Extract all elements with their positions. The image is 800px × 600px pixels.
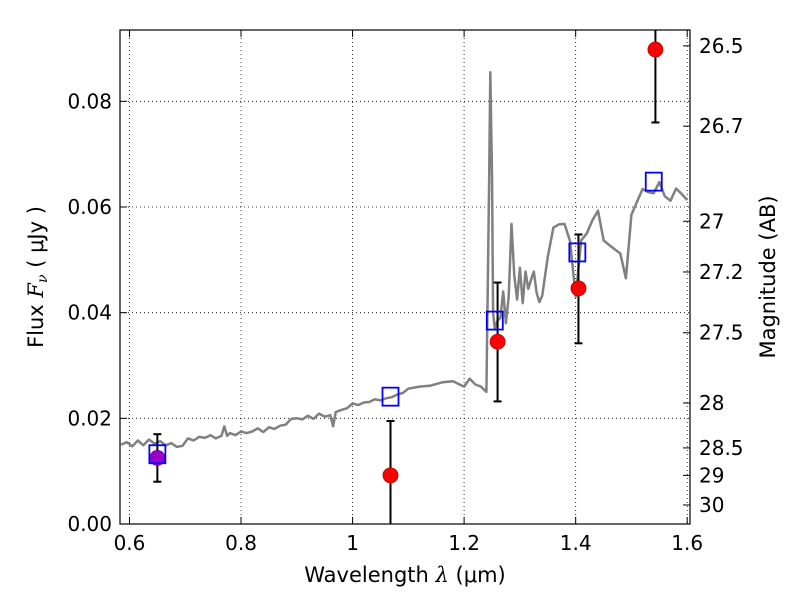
y2-tick-label: 30 <box>699 493 724 517</box>
tick-labels: 0.6 0.8 1 1.2 1.4 1.6 0.00 0.02 0.04 0.06 0.08 26.5… <box>67 34 743 555</box>
y2-tick-label: 28.5 <box>699 436 744 460</box>
y2-tick-label: 27 <box>699 209 724 233</box>
y-tick-label: 0.00 <box>67 512 112 536</box>
x-tick-label: 1 <box>346 531 359 555</box>
observed-point <box>570 280 587 297</box>
y2-tick-label: 27.2 <box>699 260 744 284</box>
x-tick-label: 1.2 <box>448 531 480 555</box>
spectrum-series <box>120 71 689 449</box>
plot-frame <box>119 29 691 525</box>
x-tick-label: 0.8 <box>225 531 257 555</box>
x-axis-label: Wavelength λ (μm) <box>304 563 505 587</box>
x-tick-label: 1.4 <box>560 531 592 555</box>
model-point <box>485 310 504 331</box>
y2-tick-label: 29 <box>699 463 724 487</box>
y2-axis-label: Magnitude (AB) <box>756 195 780 358</box>
model-point <box>148 444 167 465</box>
y-tick-label: 0.06 <box>67 195 112 219</box>
spectrum-line <box>120 71 689 449</box>
model-point <box>644 171 663 192</box>
y-tick-label: 0.02 <box>67 406 112 430</box>
ticks <box>120 30 690 525</box>
x-tick-label: 1.6 <box>671 531 703 555</box>
y2-tick-label: 26.5 <box>699 34 744 58</box>
y-axis-label: Flux Fν ( μJy ) <box>24 206 51 348</box>
y-tick-label: 0.04 <box>67 301 112 325</box>
model-point <box>381 386 400 407</box>
grid <box>120 30 690 525</box>
observed-point <box>382 467 399 484</box>
y2-tick-label: 27.5 <box>699 321 744 345</box>
y2-tick-label: 28 <box>699 391 724 415</box>
observed-points <box>149 41 664 484</box>
x-tick-label: 0.6 <box>114 531 146 555</box>
observed-point <box>489 333 506 350</box>
observed-point <box>647 41 664 58</box>
error-bars <box>153 30 660 524</box>
y-tick-label: 0.08 <box>67 89 112 113</box>
y2-tick-label: 26.7 <box>699 114 744 138</box>
model-points <box>148 171 663 465</box>
model-point <box>568 242 587 263</box>
